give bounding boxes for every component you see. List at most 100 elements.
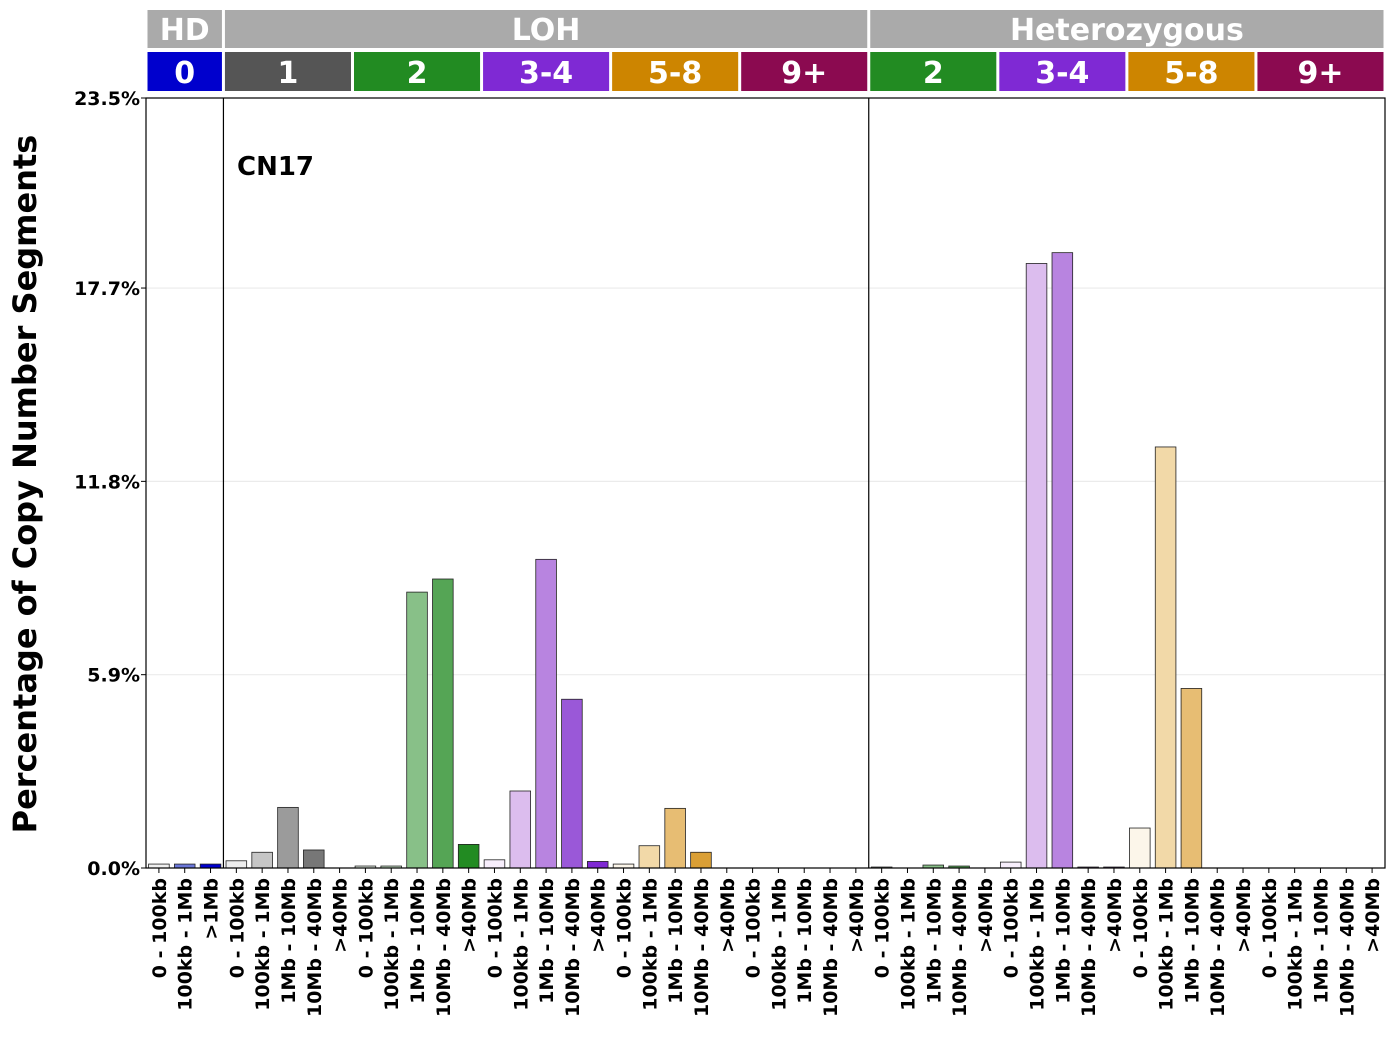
x-tick-label: 10Mb - 40Mb [949, 878, 971, 1017]
x-tick-label: 10Mb - 40Mb [691, 878, 713, 1017]
bar [1154, 446, 1177, 869]
x-tick-label: >40Mb [1233, 878, 1255, 953]
x-tick-label: 0 - 100kb [1001, 878, 1023, 978]
y-tick-label: 17.7% [74, 278, 140, 300]
cn-strip-cell [741, 52, 868, 91]
bar [303, 849, 325, 869]
x-axis-ticks: 0 - 100kb 100kb - 1Mb >1Mb 0 - 100kb 100kb -… [149, 868, 1384, 1017]
y-tick-label: 11.8% [74, 471, 140, 493]
x-tick-label: 1Mb - 10Mb [278, 878, 300, 1004]
x-tick-label: 0 - 100kb [484, 878, 506, 978]
x-tick-label: >40Mb [588, 878, 610, 953]
bar [638, 845, 661, 869]
y-tick-label: 5.9% [87, 665, 140, 687]
x-tick-label: 100kb - 1Mb [175, 878, 197, 1011]
x-tick-label: 100kb - 1Mb [639, 878, 661, 1011]
x-tick-label: 0 - 100kb [1259, 878, 1281, 978]
group-strip-cell [147, 10, 222, 48]
x-tick-label: 1Mb - 10Mb [1310, 878, 1332, 1004]
x-tick-label: 1Mb - 10Mb [923, 878, 945, 1004]
x-tick-label: >40Mb [717, 878, 739, 953]
bar [1051, 252, 1074, 869]
x-tick-label: 1Mb - 10Mb [536, 878, 558, 1004]
group-strip-label: HD [160, 13, 210, 48]
bar [586, 861, 609, 869]
x-tick-label: >40Mb [846, 878, 868, 953]
plot-panel-border [145, 97, 1386, 869]
group-strip-label: LOH [512, 13, 581, 48]
bar [1129, 827, 1151, 869]
x-tick-label: 100kb - 1Mb [252, 878, 274, 1011]
bar [535, 558, 557, 869]
x-tick-label: 0 - 100kb [355, 878, 377, 978]
x-tick-label: 10Mb - 40Mb [304, 878, 326, 1017]
x-tick-label: 100kb - 1Mb [381, 878, 403, 1011]
bar [277, 806, 299, 869]
x-tick-label: 100kb - 1Mb [897, 878, 919, 1011]
x-tick-label: 1Mb - 10Mb [1181, 878, 1203, 1004]
x-tick-label: >40Mb [975, 878, 997, 953]
cn-strip-label: 9+ [1297, 56, 1343, 91]
signature-label: CN17 [237, 152, 314, 182]
bar [251, 851, 273, 869]
x-tick-label: 10Mb - 40Mb [820, 878, 842, 1017]
x-tick-label: 0 - 100kb [149, 878, 171, 978]
x-tick-label: >40Mb [1104, 878, 1126, 953]
x-tick-label: 100kb - 1Mb [1027, 878, 1049, 1011]
x-tick-label: >40Mb [1362, 878, 1384, 953]
x-tick-label: 100kb - 1Mb [1285, 878, 1307, 1011]
cn-strip-cell [224, 52, 351, 91]
x-tick-label: 100kb - 1Mb [1156, 878, 1178, 1011]
panel-separators [222, 98, 870, 868]
x-tick-label: 10Mb - 40Mb [562, 878, 584, 1017]
cn-strip-cell [999, 52, 1126, 91]
cn-strip-label: 2 [407, 56, 428, 91]
x-tick-label: 0 - 100kb [614, 878, 636, 978]
x-tick-label: 0 - 100kb [872, 878, 894, 978]
x-tick-label: 1Mb - 10Mb [1052, 878, 1074, 1004]
x-tick-label: 100kb - 1Mb [510, 878, 532, 1011]
x-tick-label: 1Mb - 10Mb [794, 878, 816, 1004]
x-tick-label: 1Mb - 10Mb [665, 878, 687, 1004]
cn-strip-label: 3-4 [519, 56, 573, 91]
bar [457, 844, 480, 869]
x-tick-label: 10Mb - 40Mb [433, 878, 455, 1017]
x-tick-label: 100kb - 1Mb [768, 878, 790, 1011]
group-strip-label: Heterozygous [1010, 13, 1244, 48]
cn-strip-cell [612, 52, 739, 91]
group-strip-cell [224, 10, 868, 48]
bar [690, 851, 712, 869]
x-tick-label: >40Mb [459, 878, 481, 953]
copy-number-strip: 0 1 2 3-4 5-8 9+ 2 3-4 5-8 9+ [147, 52, 1384, 91]
group-strip-cell [870, 10, 1384, 48]
x-tick-label: >1Mb [201, 878, 223, 940]
cn-strip-cell [483, 52, 610, 91]
bar [483, 859, 506, 869]
y-tick-label: 0.0% [87, 858, 140, 880]
bar [509, 790, 532, 869]
cn-strip-label: 9+ [781, 56, 827, 91]
bar [432, 578, 454, 869]
x-tick-label: 1Mb - 10Mb [407, 878, 429, 1004]
x-tick-label: 0 - 100kb [226, 878, 248, 978]
bar [225, 860, 248, 869]
x-tick-label: 0 - 100kb [1130, 878, 1152, 978]
cn-strip-cell [1128, 52, 1255, 91]
x-tick-label: >40Mb [330, 878, 352, 953]
x-tick-label: 10Mb - 40Mb [1078, 878, 1100, 1017]
group-strip: HD LOH Heterozygous [147, 10, 1384, 48]
cn-strip-label: 3-4 [1035, 56, 1089, 91]
cn-strip-label: 1 [278, 56, 299, 91]
y-axis-ticks: 0.0% 5.9% 11.8% 17.7% 23.5% [74, 88, 146, 880]
x-tick-label: 10Mb - 40Mb [1336, 878, 1358, 1017]
cn-strip-label: 5-8 [1164, 56, 1218, 91]
bar [406, 591, 428, 869]
cn-strip-label: 0 [174, 56, 195, 91]
bar [1180, 688, 1203, 869]
cn-strip-cell [354, 52, 481, 91]
cn-strip-cell [147, 52, 222, 91]
cn-strip-label: 5-8 [648, 56, 702, 91]
x-tick-label: 10Mb - 40Mb [1207, 878, 1229, 1017]
bar [999, 861, 1022, 869]
bar [561, 698, 583, 869]
